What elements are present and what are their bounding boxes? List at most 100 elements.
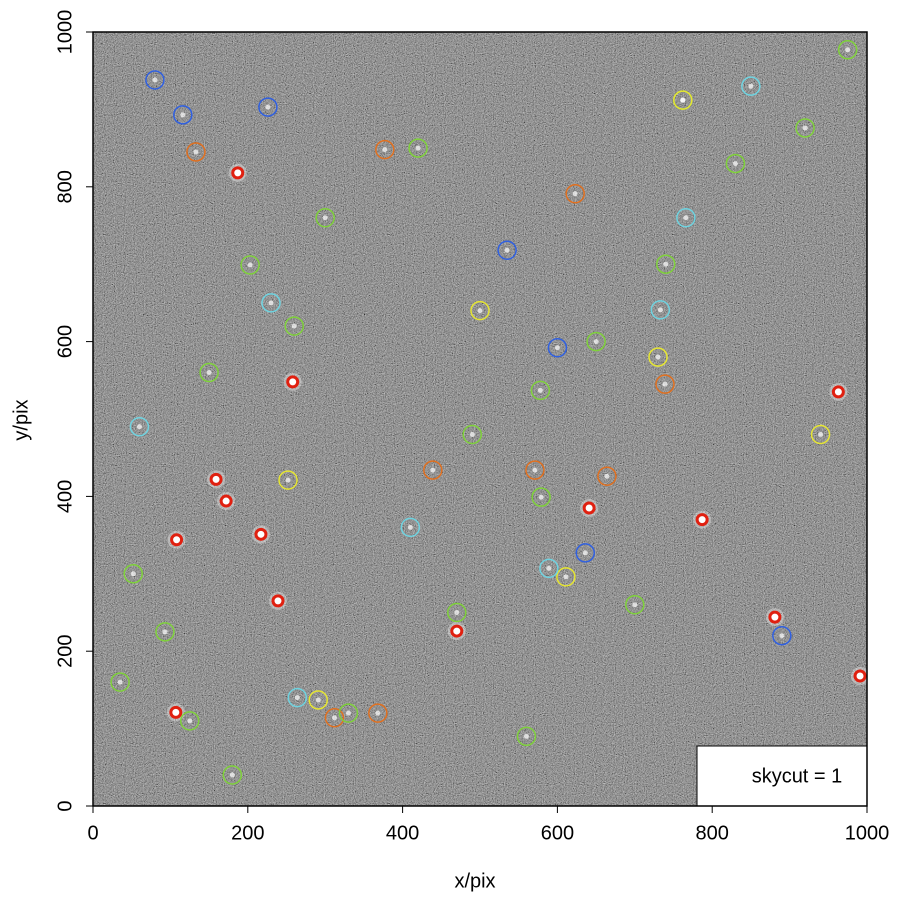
source-core [117,679,123,685]
source [586,331,606,352]
source [530,380,551,401]
source [170,533,184,547]
source [284,316,304,336]
annotation: skycut = 1 [752,765,843,787]
x-tick-label: 1000 [845,822,890,844]
source [837,40,858,60]
source-core [152,77,158,83]
source [145,70,165,90]
source [497,240,517,261]
source-core [382,147,388,153]
source [173,105,193,125]
source [516,726,537,747]
y-tick-label: 200 [54,635,76,668]
source-core [662,381,668,387]
source-core [663,261,669,267]
source [240,255,260,275]
source-core [748,83,754,89]
source-core [291,323,297,329]
source-core [268,300,274,306]
source-core [523,733,529,739]
source [271,594,285,608]
source-core [345,710,351,716]
sources [110,40,867,785]
source [129,416,150,437]
source [656,254,676,274]
source-core [802,125,808,131]
source [725,153,746,174]
source [400,517,421,538]
source [597,466,617,487]
source [123,564,143,584]
source [625,595,645,615]
source [556,567,576,587]
source-core [680,97,686,103]
source [110,672,130,692]
source [768,610,782,624]
source [287,687,308,708]
source [650,300,671,320]
source [772,625,792,646]
source-core [582,550,588,556]
source [338,703,359,723]
source-core [322,215,328,221]
source-core [504,247,510,253]
source [209,472,223,486]
source [648,347,668,367]
source [741,76,761,96]
source [450,624,464,638]
y-tick-label: 800 [54,170,76,203]
source-core [331,715,337,721]
y-tick-label: 1000 [54,10,76,55]
source-core [604,473,610,479]
source-core [779,633,785,639]
source [676,208,696,228]
source-core [477,308,483,314]
plot-frame [92,31,868,807]
source-core [655,354,661,360]
source [470,300,490,321]
source-core [683,215,689,221]
source [831,385,845,399]
source [531,487,551,507]
source-core [430,467,436,473]
y-axis-title: y/pix [10,399,32,440]
source [186,142,206,162]
source [853,669,867,683]
source [447,602,467,623]
source [231,166,245,180]
source [582,501,596,515]
x-tick-label: 200 [231,822,264,844]
annotation-box [696,745,868,807]
source [695,513,709,527]
source-core [285,477,291,483]
source [547,338,568,358]
source-core [315,697,321,703]
source-core [229,772,235,778]
source-core [415,145,421,151]
source [261,293,281,313]
source-core [469,431,475,437]
source [199,362,219,383]
source [408,138,428,158]
source-core [532,467,538,473]
y-tick-label: 0 [54,800,76,811]
source [278,470,298,490]
image-noise [93,32,867,806]
source-core [593,339,599,345]
source [324,708,345,728]
source [180,711,200,731]
source-core [187,718,193,724]
x-tick-label: 800 [696,822,729,844]
source [423,460,443,480]
source-core [572,191,578,197]
source [575,543,596,563]
source-core [407,524,413,530]
x-tick-label: 400 [386,822,419,844]
source-core [247,262,253,268]
source-core [136,424,142,430]
source [258,97,278,117]
source-core [818,431,824,437]
source [169,705,183,719]
